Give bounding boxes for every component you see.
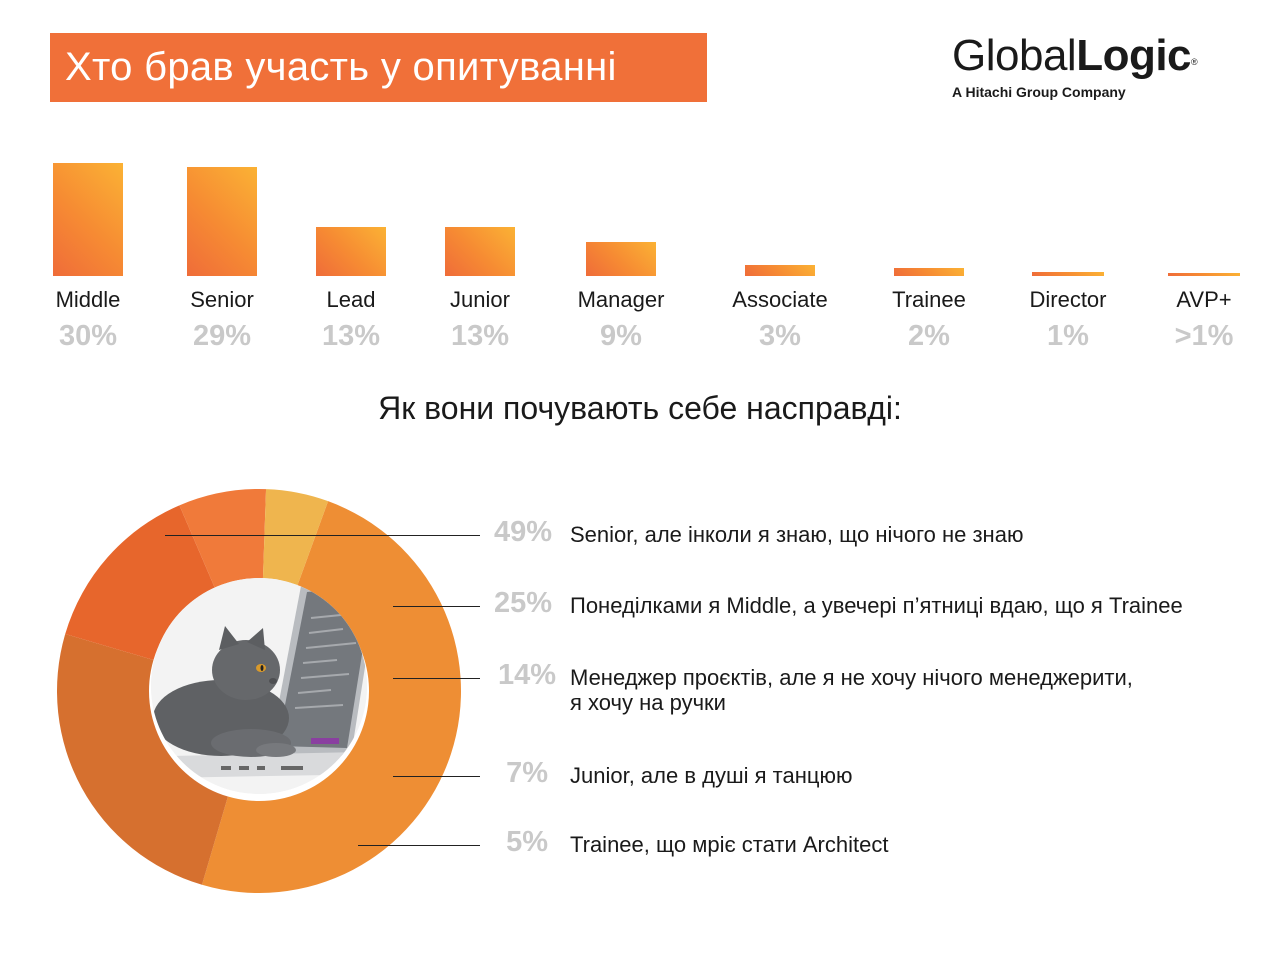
bar-value-label: 2% <box>908 320 950 352</box>
donut-slice-1 <box>201 501 461 893</box>
slice-label-line: Trainee, що мріє стати Architect <box>570 832 889 857</box>
donut-chart-title: Як вони почувають себе насправді: <box>378 390 902 426</box>
donut-slice-3 <box>65 505 216 660</box>
slice-label-line: Понеділками я Middle, а увечері п’ятниці… <box>570 593 1183 618</box>
leader-line <box>393 678 480 679</box>
leader-line <box>358 845 480 846</box>
logo-tagline: A Hitachi Group Company <box>952 84 1126 100</box>
leader-line <box>393 776 480 777</box>
slice-value-label: 49% <box>493 516 552 548</box>
bar-value-label: 13% <box>321 320 381 352</box>
bar-value-label: 9% <box>600 320 642 352</box>
logo-wordmark: GlobalLogic® <box>952 32 1242 80</box>
bar-category-label: Lead <box>326 287 376 312</box>
slice-label-line: Senior, але інколи я знаю, що нічого не … <box>570 522 1024 547</box>
bar-value-label: 30% <box>58 320 118 352</box>
bar-junior <box>445 227 515 276</box>
bar-category-label: Senior <box>190 287 254 312</box>
bar-middle <box>53 163 123 276</box>
bar-value-label: 3% <box>759 320 801 352</box>
roles-bar-chart: Middle 30% Senior 29% Lead 13% Junior 13% Manage… <box>0 0 1280 360</box>
bar-category-label: Middle <box>55 287 121 312</box>
slice-category-label: Понеділками я Middle, а увечері п’ятниці… <box>570 593 1183 618</box>
slice-label-line: Менеджер проєктів, але я не хочу нічого … <box>570 665 1133 690</box>
slice-category-label: Менеджер проєктів, але я не хочу нічого … <box>570 665 1133 715</box>
globallogic-logo: GlobalLogic® A Hitachi Group Company <box>952 32 1242 104</box>
bar-associate <box>745 265 815 276</box>
leader-line <box>393 606 480 607</box>
feelings-donut-chart <box>57 489 461 893</box>
donut-slice-2 <box>57 633 228 885</box>
slice-category-label: Junior, але в душі я танцюю <box>570 763 852 788</box>
bar-value-label: >1% <box>1174 320 1234 352</box>
bar-value-label: 13% <box>450 320 510 352</box>
bar-lead <box>316 227 386 276</box>
leader-line <box>165 535 480 536</box>
slice-value-label: 25% <box>493 587 552 619</box>
cat-with-laptop-image <box>151 578 367 794</box>
bar-category-label: Director <box>1029 287 1107 312</box>
page-title-banner: Хто брав участь у опитуванні <box>50 33 707 102</box>
slice-value-label: 14% <box>497 659 556 691</box>
donut-slice-4 <box>179 489 267 590</box>
cat-with-laptop-icon <box>151 578 367 794</box>
bar-category-label: AVP+ <box>1176 287 1232 312</box>
logo-registered-mark: ® <box>1191 57 1198 67</box>
donut-slice-5 <box>262 489 329 588</box>
slice-value-label: 5% <box>506 826 548 858</box>
bar-value-label: 29% <box>192 320 252 352</box>
bar-senior <box>187 167 257 276</box>
bar-category-label: Junior <box>450 287 510 312</box>
bar-category-label: Associate <box>732 287 828 312</box>
bar-director <box>1032 272 1104 276</box>
bar-trainee <box>894 268 964 276</box>
page-title: Хто брав участь у опитуванні <box>65 45 617 89</box>
bar-manager <box>586 242 656 276</box>
logo-name-light: Global <box>952 31 1077 80</box>
slice-category-label: Senior, але інколи я знаю, що нічого не … <box>570 522 1023 547</box>
logo-name-bold: Logic <box>1076 31 1192 80</box>
bar-value-label: 1% <box>1047 320 1089 352</box>
slice-value-label: 7% <box>506 757 548 789</box>
slice-label-line: Junior, але в душі я танцюю <box>570 763 853 788</box>
slice-category-label: Trainee, що мріє стати Architect <box>570 832 888 857</box>
bar-category-label: Manager <box>577 287 665 312</box>
bar-category-label: Trainee <box>892 287 966 312</box>
slice-label-line: я хочу на ручки <box>570 690 726 715</box>
bar-avp <box>1168 273 1240 276</box>
